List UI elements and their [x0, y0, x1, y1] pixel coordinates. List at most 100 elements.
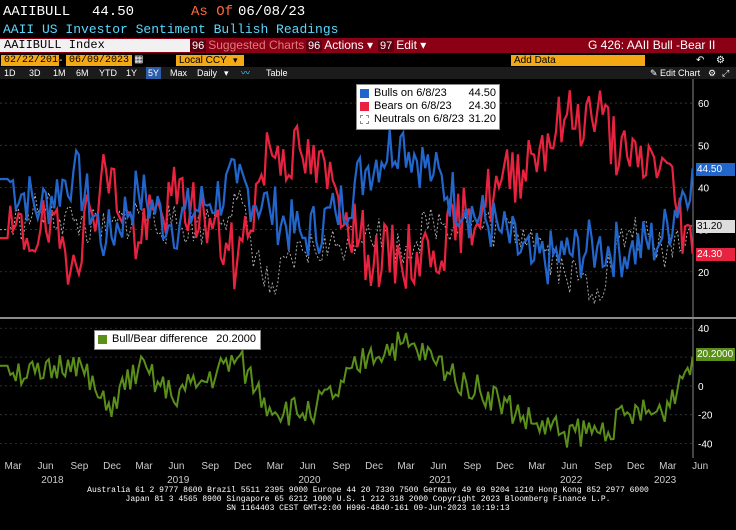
edit-label: Edit — [396, 38, 417, 52]
y-tick-label: 60 — [698, 99, 710, 110]
line-chart-icon[interactable]: 〰 — [241, 68, 251, 78]
x-tick-label: Jun — [430, 461, 447, 472]
x-tick-label: Dec — [496, 461, 514, 472]
suggested-number: 96 — [190, 40, 207, 52]
chevron-down-icon: ▾ — [233, 55, 238, 65]
legend-bears: Bears on 6/8/23 24.30 — [360, 100, 496, 113]
x-tick-label: Dec — [233, 461, 252, 472]
x-tick-label: Mar — [397, 461, 415, 472]
x-year-label: 2019 — [167, 475, 190, 486]
legend-swatch — [360, 89, 369, 98]
y-tick-label: -20 — [698, 411, 713, 422]
date-range-bar: 02/22/2018 - 06/09/2023 ▦ Local CCY ▾ Ad… — [0, 54, 736, 67]
footer-line-3: SN 1164403 CEST GMT+2:00 H996-4840-161 0… — [226, 504, 510, 513]
legend-swatch — [360, 115, 369, 124]
table-button[interactable]: Table — [266, 68, 288, 78]
chevron-down-icon: ▾ — [420, 38, 427, 52]
legend-label: Neutrals on 6/8/23 — [374, 113, 464, 125]
command-bar: AAIIBULL Index 96 Suggested Charts 96 Acti… — [0, 38, 736, 53]
add-data-field[interactable]: Add Data — [511, 55, 645, 66]
x-tick-label: Dec — [365, 461, 383, 472]
y-tick-label: 40 — [698, 183, 710, 194]
security-header: AAIIBULL 44.50 As Of 06/08/23 — [0, 0, 736, 24]
chevron-down-icon: ▾ — [366, 38, 373, 52]
x-tick-label: Sep — [594, 461, 613, 472]
period-bar: 1D 3D 1M 6M YTD 1Y 5Y Max Daily ▾ 〰 Tabl… — [0, 67, 736, 79]
x-tick-label: Sep — [201, 461, 220, 472]
x-tick-label: Sep — [332, 461, 351, 472]
y-tick-label: 50 — [698, 141, 710, 152]
y-tick-label: 0 — [698, 382, 704, 393]
chart-area[interactable]: 2030405060-40-2002040 — [0, 79, 736, 459]
period-ytd[interactable]: YTD — [99, 68, 117, 78]
x-year-label: 2021 — [429, 475, 452, 486]
actions-menu-button[interactable]: 96 Actions ▾ — [306, 39, 373, 52]
x-tick-label: Mar — [135, 461, 153, 472]
chevron-down-icon: ▾ — [224, 68, 229, 78]
x-tick-label: Jun — [168, 461, 185, 472]
legend-label: Bears on 6/8/23 — [374, 100, 452, 112]
legend-value: 20.2000 — [216, 333, 256, 345]
period-6m[interactable]: 6M — [76, 68, 89, 78]
legend-swatch — [98, 335, 107, 344]
last-value: 44.50 — [92, 4, 135, 20]
ticker-symbol[interactable]: AAIIBULL — [3, 4, 71, 20]
calendar-icon[interactable]: ▦ — [134, 54, 144, 65]
legend-difference: Bull/Bear difference 20.2000 — [98, 333, 256, 346]
period-1m[interactable]: 1M — [53, 68, 66, 78]
legend-label: Bull/Bear difference — [112, 333, 208, 345]
suggested-charts-button[interactable]: 96 Suggested Charts — [190, 39, 304, 52]
edit-number: 97 — [378, 40, 395, 52]
difference-value-tag: 20.2000 — [696, 348, 735, 361]
legend-bulls: Bulls on 6/8/23 44.50 — [360, 87, 496, 100]
bears-value-tag: 24.30 — [696, 248, 735, 261]
y-tick-label: 40 — [698, 324, 710, 335]
x-tick-label: Dec — [626, 461, 645, 472]
x-tick-label: Sep — [70, 461, 89, 472]
x-year-label: 2023 — [653, 475, 677, 486]
legend-swatch — [360, 102, 369, 111]
x-year-label: 2018 — [41, 475, 64, 486]
legend-value: 24.30 — [468, 100, 496, 112]
x-tick-label: Jun — [561, 461, 578, 472]
period-max[interactable]: Max — [170, 68, 188, 78]
series-description: AAII US Investor Sentiment Bullish Readi… — [3, 22, 339, 37]
bulls-value-tag: 44.50 — [696, 163, 735, 176]
x-year-label: 2020 — [298, 475, 321, 486]
settings-icon[interactable]: ⚙ — [716, 55, 725, 66]
actions-number: 96 — [306, 40, 323, 52]
bottom-chart-legend[interactable]: Bull/Bear difference 20.2000 — [94, 330, 261, 350]
legend-value: 44.50 — [468, 87, 496, 99]
start-date-field[interactable]: 02/22/2018 — [1, 55, 64, 66]
top-chart-legend[interactable]: Bulls on 6/8/23 44.50 Bears on 6/8/23 24… — [356, 84, 500, 130]
chart-settings-icon[interactable]: ⚙ — [708, 68, 717, 78]
currency-select[interactable]: Local CCY — [176, 55, 244, 66]
as-of-date: 06/08/23 — [238, 4, 306, 20]
period-1y[interactable]: 1Y — [126, 68, 138, 78]
maximize-icon[interactable]: ⤢ — [722, 68, 730, 78]
frequency-select[interactable]: Daily — [197, 68, 218, 78]
x-year-label: 2022 — [560, 475, 583, 486]
period-5y[interactable]: 5Y — [146, 67, 162, 79]
x-tick-label: Mar — [659, 461, 677, 472]
edit-menu-button[interactable]: 97 Edit ▾ — [378, 39, 426, 52]
y-tick-label: 20 — [698, 268, 710, 279]
period-3d[interactable]: 3D — [29, 68, 41, 78]
footer-line-1: Australia 61 2 9777 8600 Brazil 5511 239… — [87, 486, 649, 495]
legend-neutrals: Neutrals on 6/8/23 31.20 — [360, 113, 496, 126]
neutrals-value-tag: 31.20 — [696, 220, 735, 233]
undo-icon[interactable]: ↶ — [696, 55, 705, 66]
legend-label: Bulls on 6/8/23 — [374, 87, 447, 99]
period-1d[interactable]: 1D — [4, 68, 16, 78]
series-line-bulls — [0, 129, 694, 285]
series-line-bears — [0, 90, 694, 290]
end-date-field[interactable]: 06/09/2023 — [66, 55, 132, 66]
index-name-field[interactable]: AAIIBULL Index — [0, 39, 190, 52]
footer-line-2: Japan 81 3 4565 8900 Singapore 65 6212 1… — [125, 495, 611, 504]
series-line-difference — [0, 331, 694, 448]
x-tick-label: Jun — [299, 461, 316, 472]
legend-value: 31.20 — [468, 113, 496, 125]
edit-chart-button[interactable]: ✎ Edit Chart — [650, 68, 701, 78]
footer: Australia 61 2 9777 8600 Brazil 5511 239… — [0, 486, 736, 514]
suggested-charts-label: Suggested Charts — [208, 38, 305, 52]
